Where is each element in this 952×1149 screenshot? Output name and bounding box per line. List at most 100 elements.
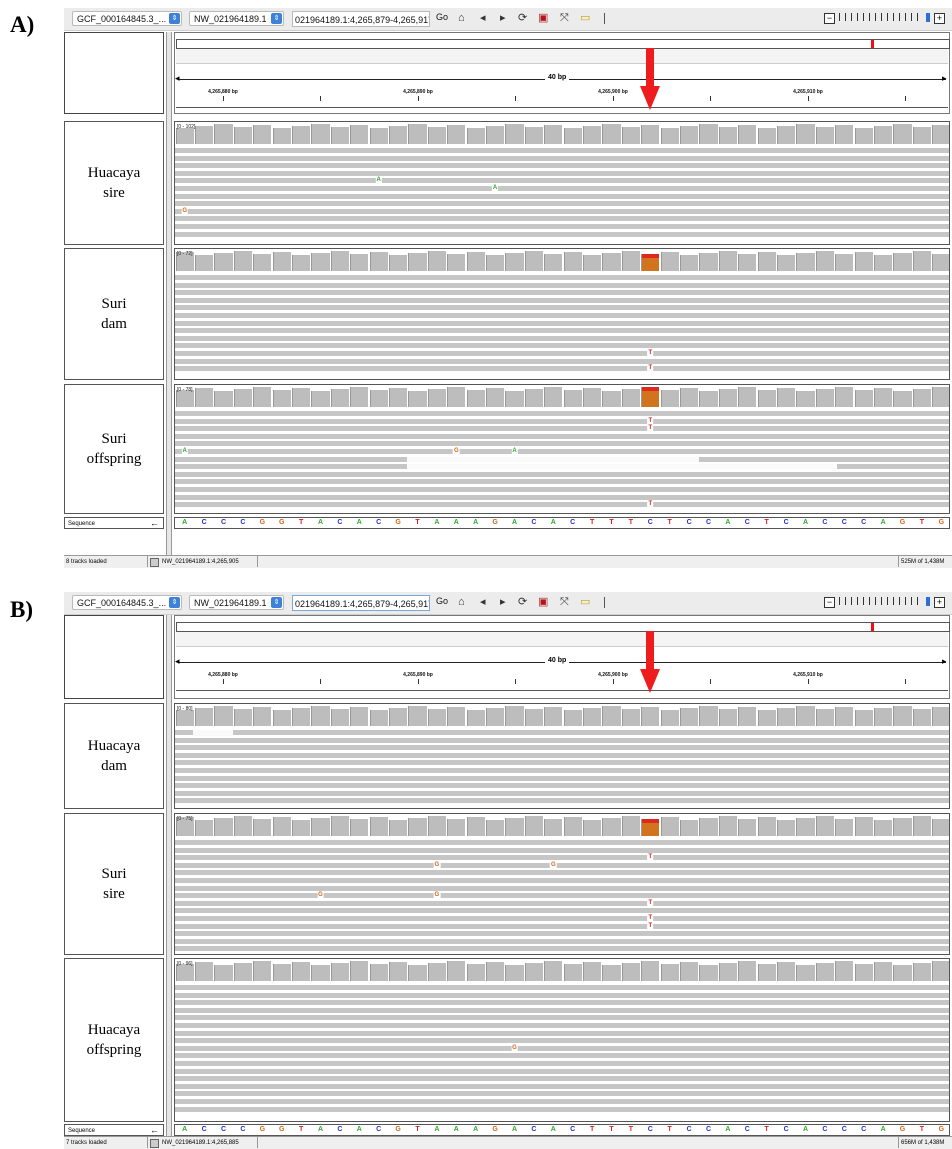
- coverage-bar: [873, 126, 893, 144]
- alignment-track[interactable]: [0 - 102] A A G: [174, 121, 950, 245]
- track-name-1[interactable]: Suri sire: [64, 813, 164, 955]
- back-arrow-icon[interactable]: ◂: [480, 596, 486, 608]
- coverage-bar: [815, 816, 835, 836]
- coverage-bar: [582, 708, 602, 726]
- read-row: [175, 216, 949, 222]
- track-name-2[interactable]: Huacaya offspring: [64, 958, 164, 1122]
- alignment-track[interactable]: [0 - 75] T G G G G T T T: [174, 813, 950, 955]
- read-row: [175, 908, 949, 914]
- ruler-baseline: [176, 690, 948, 691]
- name-panel-divider[interactable]: [166, 615, 172, 1136]
- alignment-track[interactable]: [0 - 72] T T: [174, 248, 950, 380]
- coverage-bar: [912, 251, 932, 271]
- dropdown-chevron-icon: ⇕: [271, 597, 282, 608]
- coverage-bar: [873, 388, 893, 407]
- alignment-track[interactable]: [0 - 80]: [174, 703, 950, 809]
- arrow-graphic: [640, 631, 660, 693]
- chromosome-ideogram[interactable]: [176, 622, 950, 632]
- zoom-slider[interactable]: [839, 597, 923, 607]
- coverage-bar: [563, 390, 582, 407]
- alignment-track[interactable]: [0 - 78] T T A G A T: [174, 384, 950, 514]
- sequence-label[interactable]: Sequence ←: [64, 1124, 164, 1136]
- reference-base: A: [473, 1126, 479, 1133]
- read-row: [175, 358, 949, 364]
- track-name-2[interactable]: Suri offspring: [64, 384, 164, 514]
- track-name-0[interactable]: Huacaya dam: [64, 703, 164, 809]
- coverage-bar: [660, 390, 679, 407]
- coverage-bar: [194, 962, 214, 981]
- read-row: [175, 931, 949, 937]
- coverage-bar: [544, 819, 563, 836]
- reference-base: T: [919, 519, 925, 526]
- coverage-bar: [311, 391, 330, 407]
- mismatch-base: T: [647, 349, 654, 357]
- sequence-label[interactable]: Sequence ←: [64, 517, 164, 529]
- zoom-slider[interactable]: [839, 13, 923, 23]
- coverage-bar: [854, 817, 873, 836]
- coverage-bar: [253, 387, 272, 407]
- coverage-bar: [447, 961, 466, 981]
- locus-input[interactable]: 021964189.1:4,265,879-4,265,917: [292, 11, 430, 27]
- coverage-track: [175, 385, 949, 407]
- read-row: [175, 479, 949, 485]
- chromosome-dropdown[interactable]: NW_021964189.1 ⇕: [189, 595, 284, 610]
- refresh-icon[interactable]: ⟳: [518, 596, 528, 608]
- genome-dropdown[interactable]: GCF_000164845.3_... ⇕: [72, 11, 182, 26]
- resize-icon[interactable]: ⤧: [560, 12, 569, 24]
- read-row: [175, 730, 949, 735]
- strand-arrow-icon[interactable]: ←: [150, 518, 159, 528]
- coverage-bar: [272, 390, 291, 407]
- coverage-bar: [660, 252, 679, 271]
- roi-icon[interactable]: ▣: [538, 12, 549, 24]
- zoom-in-button[interactable]: +: [934, 597, 945, 608]
- home-icon[interactable]: ⌂: [458, 596, 465, 608]
- coverage-bar: [757, 252, 776, 271]
- coverage-bar: [408, 818, 427, 836]
- ruler-tick-label: 4,265,880 bp: [208, 89, 238, 95]
- coverage-bar: [505, 818, 524, 836]
- forward-arrow-icon[interactable]: ▸: [500, 12, 506, 24]
- go-button[interactable]: Go: [436, 12, 449, 22]
- back-arrow-icon[interactable]: ◂: [480, 12, 486, 24]
- popup-text-icon[interactable]: ▭: [580, 12, 591, 24]
- span-label: 40 bp: [545, 657, 570, 664]
- reference-base: A: [317, 519, 324, 526]
- home-icon[interactable]: ⌂: [458, 12, 465, 24]
- chromosome-dropdown[interactable]: NW_021964189.1 ⇕: [189, 11, 284, 26]
- track-name-0[interactable]: Huacaya sire: [64, 121, 164, 245]
- read-row: [175, 208, 949, 214]
- read-row: [175, 1076, 949, 1082]
- go-button[interactable]: Go: [436, 596, 449, 606]
- alignment-track[interactable]: [0 - 96] G: [174, 958, 950, 1122]
- refresh-icon[interactable]: ⟳: [518, 12, 528, 24]
- zoom-current-level: [926, 597, 930, 606]
- coverage-bar: [873, 708, 893, 726]
- locus-input[interactable]: 021964189.1:4,265,879-4,265,917: [292, 595, 430, 611]
- coverage-bar: [427, 816, 447, 836]
- track-name-1[interactable]: Suri dam: [64, 248, 164, 380]
- read-row: [175, 282, 949, 288]
- coverage-bar: [796, 965, 815, 981]
- strand-arrow-icon[interactable]: ←: [150, 1125, 159, 1135]
- coverage-bar: [233, 816, 253, 836]
- mismatch-base: A: [491, 184, 499, 192]
- popup-text-icon[interactable]: ▭: [580, 596, 591, 608]
- chromosome-ideogram[interactable]: [176, 39, 950, 49]
- genome-dropdown[interactable]: GCF_000164845.3_... ⇕: [72, 595, 182, 610]
- name-panel-divider[interactable]: [166, 32, 172, 555]
- coverage-bar: [253, 819, 272, 836]
- span-right-arrow-icon: ▸: [942, 73, 947, 83]
- toolbar: GCF_000164845.3_... ⇕ NW_021964189.1 ⇕ 02196…: [64, 592, 952, 615]
- coverage-bar: [873, 255, 893, 271]
- zoom-out-button[interactable]: −: [824, 13, 835, 24]
- coverage-bar: [932, 125, 949, 144]
- forward-arrow-icon[interactable]: ▸: [500, 596, 506, 608]
- roi-icon[interactable]: ▣: [538, 596, 549, 608]
- coverage-bar: [388, 126, 408, 144]
- zoom-out-button[interactable]: −: [824, 597, 835, 608]
- span-right-arrow-icon: ▸: [942, 656, 947, 666]
- resize-icon[interactable]: ⤧: [560, 596, 569, 608]
- read-row: [175, 1023, 949, 1028]
- read-row: [175, 923, 949, 929]
- zoom-in-button[interactable]: +: [934, 13, 945, 24]
